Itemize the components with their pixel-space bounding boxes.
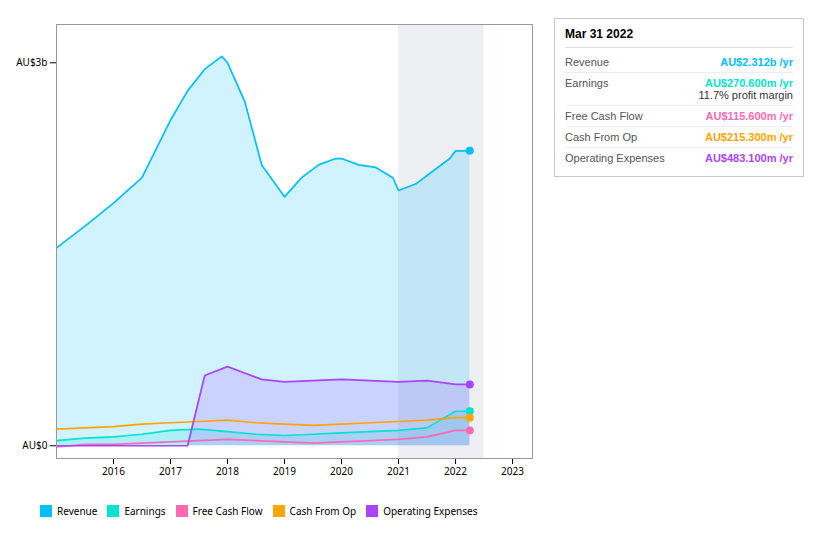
html-text:Cash From Op: Cash From Op [289,503,357,518]
html-text:Operating Expenses: Operating Expenses [383,503,478,518]
html-text:Revenue: Revenue [565,56,609,68]
html-text:Free Cash Flow: Free Cash Flow [192,503,263,518]
html-text:Revenue: Revenue [57,503,98,518]
html-text:Cash From Op: Cash From Op [565,131,638,143]
html-text:Mar 31 2022: Mar 31 2022 [565,27,634,41]
svg-text:2022: 2022 [444,464,467,478]
svg-text:AU$3b: AU$3b [16,55,47,69]
html-text:11.7% profit margin: 11.7% profit margin [698,89,793,101]
html-text:Earnings: Earnings [124,503,166,518]
html-text:AU$483.100m /yr: AU$483.100m /yr [704,152,793,164]
html-text:AU$115.600m /yr: AU$115.600m /yr [705,110,793,122]
html-text:Earnings: Earnings [565,77,609,89]
svg-text:2017: 2017 [159,464,182,478]
svg-text:2023: 2023 [501,464,524,478]
svg-text:2021: 2021 [387,464,410,478]
svg-text:2018: 2018 [216,464,239,478]
html-text:AU$2.312b /yr: AU$2.312b /yr [720,56,793,68]
html-text:Operating Expenses: Operating Expenses [565,152,665,164]
svg-text:2016: 2016 [102,464,125,478]
html-text:Free Cash Flow: Free Cash Flow [565,110,643,122]
svg-text:AU$0: AU$0 [22,438,47,452]
html-text:AU$215.300m /yr: AU$215.300m /yr [704,131,793,143]
svg-text:2019: 2019 [273,464,296,478]
html-text:AU$270.600m /yr: AU$270.600m /yr [704,77,793,89]
svg-text:2020: 2020 [330,464,353,478]
